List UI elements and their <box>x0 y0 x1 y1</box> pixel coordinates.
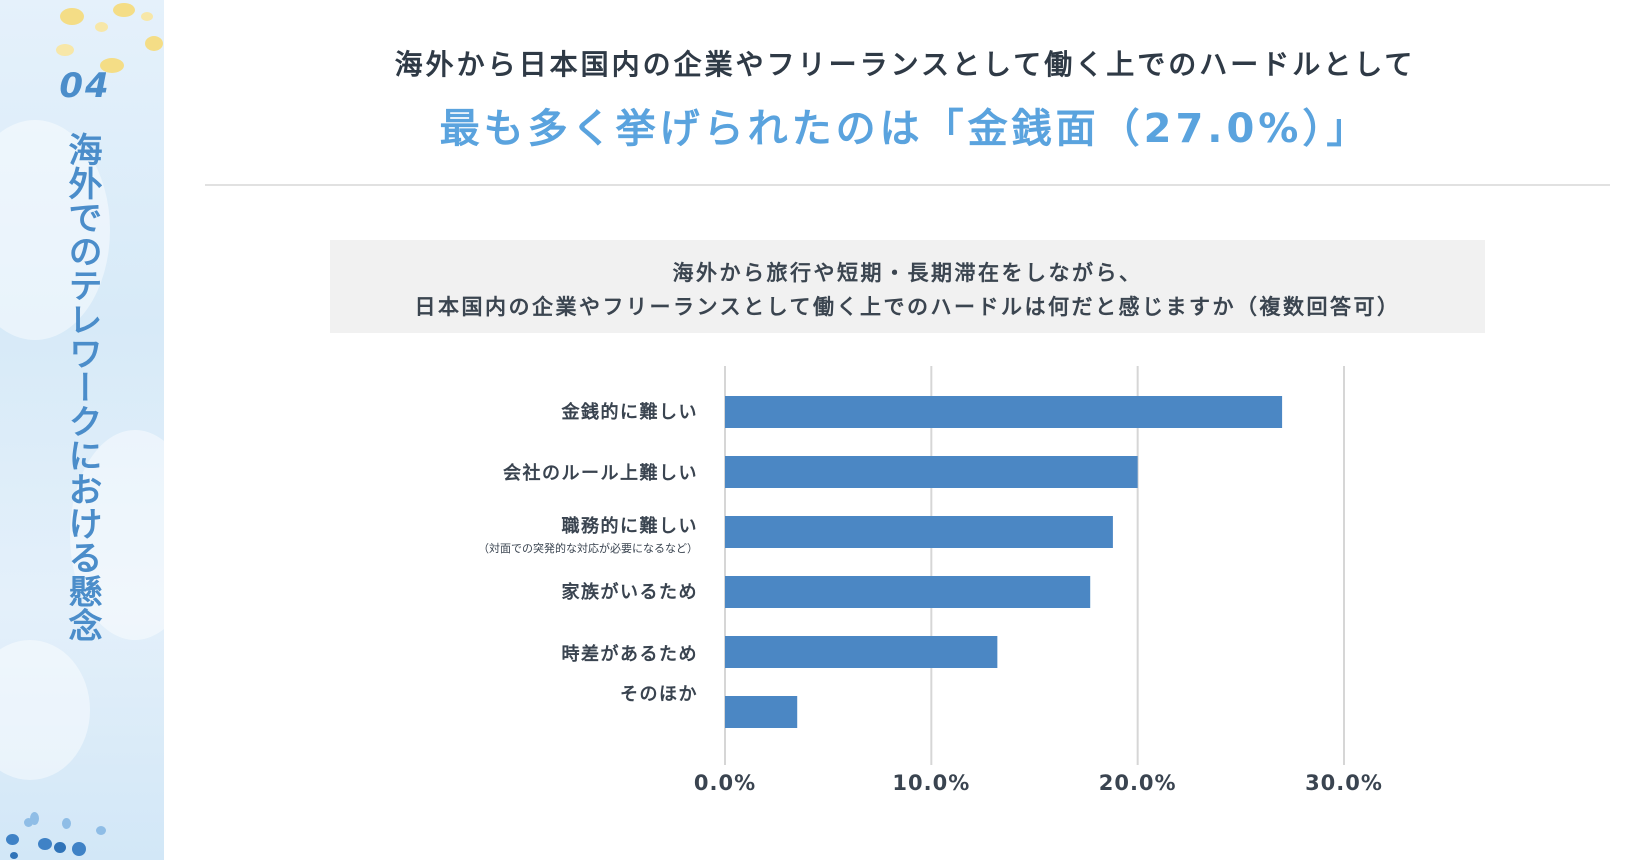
divider <box>205 184 1610 186</box>
decorative-dot <box>54 842 66 853</box>
x-tick-label: 10.0% <box>892 771 970 795</box>
x-tick-label: 0.0% <box>694 771 756 795</box>
category-label: 職務的に難しい <box>562 515 699 537</box>
category-label: 家族がいるため <box>562 581 699 603</box>
bar <box>725 396 1283 428</box>
survey-question-box: 海外から旅行や短期・長期滞在をしながら、 日本国内の企業やフリーランスとして働く… <box>330 240 1485 333</box>
decorative-dot <box>62 818 71 829</box>
decorative-dot <box>100 58 124 73</box>
headline-line2: 最も多く挙げられたのは「金銭面（27.0%）」 <box>439 106 1371 152</box>
decorative-dot <box>56 44 74 56</box>
category-label: 金銭的に難しい <box>561 401 699 423</box>
category-label: 時差があるため <box>562 643 699 665</box>
watercolor-wash <box>70 430 164 640</box>
section-number: 04 <box>59 66 111 106</box>
decorative-dot <box>96 826 106 835</box>
decorative-dot <box>72 842 86 856</box>
bar <box>725 516 1113 548</box>
decorative-dot <box>113 3 135 17</box>
headline-line1: 海外から日本国内の企業やフリーランスとして働く上でのハードルとして <box>394 48 1416 81</box>
sidebar: 04 海外でのテレワークにおける懸念 <box>0 0 164 860</box>
decorative-dot <box>6 834 19 845</box>
survey-question-line1: 海外から旅行や短期・長期滞在をしながら、 <box>672 261 1143 285</box>
section-title: 海外でのテレワークにおける懸念 <box>62 132 102 642</box>
bar <box>725 636 998 668</box>
x-tick-label: 30.0% <box>1305 771 1383 795</box>
decorative-dot <box>141 12 153 21</box>
bar <box>725 696 798 728</box>
x-tick-label: 20.0% <box>1099 771 1177 795</box>
category-sublabel: （対面での突発的な対応が必要になるなど） <box>478 541 698 555</box>
decorative-dot <box>145 36 163 51</box>
category-label: 会社のルール上難しい <box>503 462 698 484</box>
category-label: そのほか <box>620 684 698 705</box>
decorative-dot <box>60 8 84 25</box>
decorative-dot <box>10 852 18 859</box>
decorative-dot <box>30 812 39 825</box>
bar <box>725 576 1091 608</box>
bar <box>725 456 1138 488</box>
decorative-dot <box>95 22 108 32</box>
decorative-dot <box>24 818 33 827</box>
survey-question-line2: 日本国内の企業やフリーランスとして働く上でのハードルは何だと感じますか（複数回答… <box>414 295 1401 319</box>
decorative-dot <box>38 838 52 850</box>
